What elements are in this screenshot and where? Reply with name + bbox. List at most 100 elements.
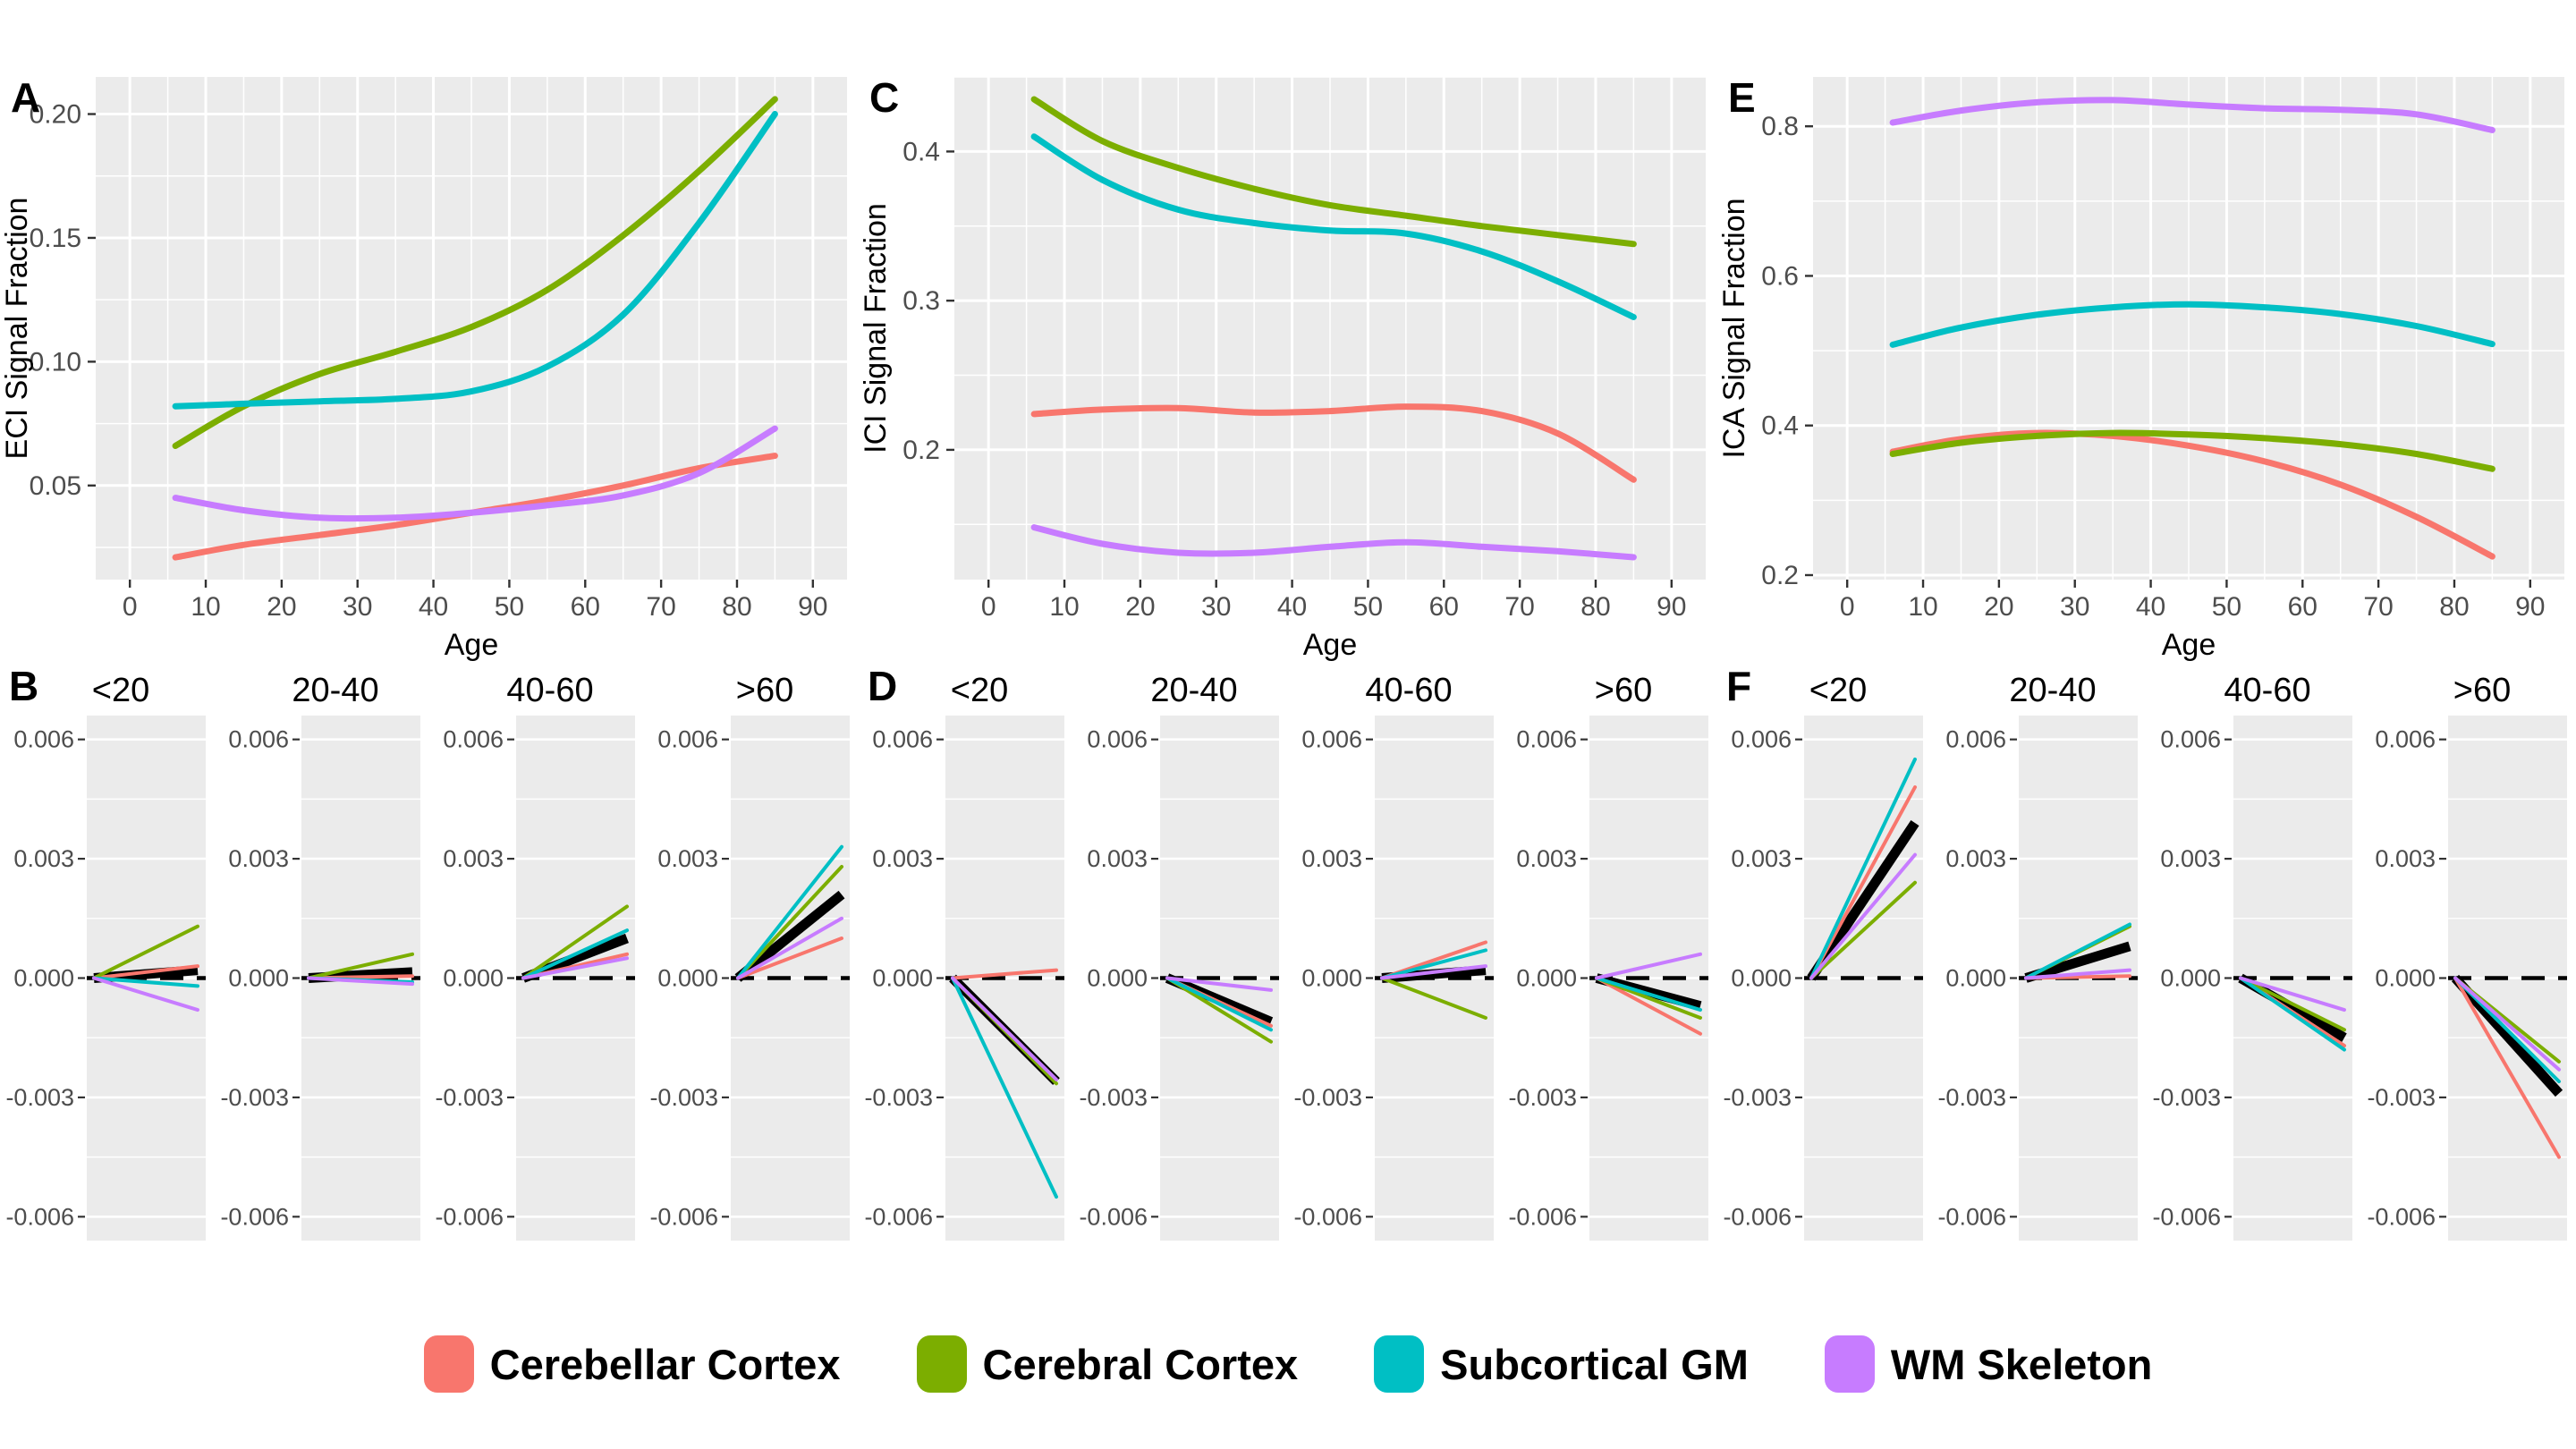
slope-lines bbox=[1809, 757, 1917, 980]
axis-tick-marks bbox=[1580, 738, 1588, 1218]
slope-lines bbox=[307, 952, 414, 987]
x-tick-label: 10 bbox=[191, 592, 220, 622]
y-tick-label: 0.20 bbox=[30, 100, 81, 130]
facet-20-40: 20-400.006 0.003 0.000 -0.003 -0.006 bbox=[1937, 672, 2138, 1241]
y-tick-labels: 0.006 0.003 0.000 -0.003 -0.006 bbox=[1508, 726, 1577, 1231]
y-tick-label: 0.4 bbox=[902, 137, 940, 166]
y-tick-label: 0.006 bbox=[1516, 726, 1577, 753]
slope-line-subcortical-gm bbox=[951, 976, 1058, 1199]
y-tick-labels: 0.006 0.003 0.000 -0.003 -0.006 bbox=[1079, 726, 1148, 1231]
y-tick-label: 0.000 bbox=[2375, 965, 2436, 992]
slope-line-subcortical-gm bbox=[2024, 922, 2131, 980]
y-tick-label: 0.003 bbox=[228, 845, 289, 872]
series-lines bbox=[1030, 96, 1637, 561]
y-tick-labels: 0.006 0.003 0.000 -0.003 -0.006 bbox=[1937, 726, 2006, 1231]
slope-line-cerebellar-cortex bbox=[736, 936, 843, 980]
major-gridlines bbox=[1804, 738, 1923, 1218]
facet->60: >60 0.006 0.003 0.000 -0.003 -0.006 bbox=[2367, 672, 2567, 1241]
minor-gridlines bbox=[1589, 798, 1708, 1158]
x-tick-labels: 0 10 20 30 40 50 60 70 80 90 bbox=[123, 592, 828, 622]
y-tick-label: -0.003 bbox=[864, 1084, 933, 1111]
slope-line-wm-skeleton bbox=[2453, 976, 2561, 1072]
y-tick-labels: 0.006 0.003 0.000 -0.003 -0.006 bbox=[5, 726, 74, 1231]
facet-header: <20 bbox=[951, 672, 1008, 709]
y-tick-labels: 0.006 0.003 0.000 -0.003 -0.006 bbox=[2152, 726, 2221, 1231]
x-tick-label: 90 bbox=[1657, 592, 1686, 622]
slope-line-cerebellar-cortex bbox=[92, 964, 199, 980]
facet->60: >60 0.006 0.003 0.000 -0.003 -0.006 bbox=[1508, 672, 1708, 1241]
panel-D-chart: <200.0060.0030.000-0.003-0.00620-400.006… bbox=[864, 672, 1708, 1241]
axis-tick-marks bbox=[1795, 738, 1802, 1218]
minor-gridlines bbox=[301, 798, 420, 1158]
x-tick-label: 0 bbox=[981, 592, 996, 622]
y-tick-label: 0.003 bbox=[2375, 845, 2436, 872]
series-line-subcortical-gm bbox=[172, 111, 778, 410]
legend-item-wm-skeleton: WM Skeleton bbox=[1824, 1335, 2152, 1393]
slope-lines bbox=[736, 844, 843, 980]
y-axis-title: ECI Signal Fraction bbox=[0, 198, 34, 460]
slope-line-wm-skeleton bbox=[92, 976, 199, 1013]
minor-gridlines bbox=[954, 76, 1706, 580]
axis-tick-marks bbox=[2010, 738, 2017, 1218]
minor-gridlines bbox=[87, 798, 206, 1158]
slope-line-subcortical-gm bbox=[1809, 757, 1917, 980]
x-tick-label: 40 bbox=[419, 592, 448, 622]
facet-20-40: 20-400.006 0.003 0.000 -0.003 -0.006 bbox=[220, 672, 420, 1241]
major-gridlines bbox=[954, 77, 1706, 580]
y-tick-labels: 0.05 0.10 0.15 0.20 bbox=[30, 100, 81, 501]
axis-tick-marks bbox=[2439, 738, 2446, 1218]
series-line-wm-skeleton bbox=[1889, 97, 2496, 133]
axis-tick-marks bbox=[88, 113, 815, 588]
y-tick-label: -0.006 bbox=[2367, 1203, 2436, 1230]
y-tick-label: 0.003 bbox=[13, 845, 74, 872]
panel-label-D: D bbox=[868, 663, 898, 709]
panel-label-A: A bbox=[11, 74, 41, 121]
y-tick-label: -0.003 bbox=[435, 1084, 504, 1111]
y-tick-label: -0.003 bbox=[5, 1084, 74, 1111]
panel-A: A 0 10 20 30 40 50 60 70 80 90 0.05 0.10 0.15 0.20 Age… bbox=[0, 36, 859, 666]
minor-gridlines bbox=[516, 798, 635, 1158]
facet-header: 40-60 bbox=[2224, 672, 2310, 709]
y-tick-label: 0.2 bbox=[902, 436, 940, 465]
slope-lines bbox=[521, 904, 629, 980]
y-tick-label: -0.006 bbox=[1293, 1203, 1362, 1230]
y-tick-label: 0.006 bbox=[1087, 726, 1148, 753]
panel-label-C: C bbox=[869, 74, 900, 121]
legend-item-subcortical-gm: Subcortical GM bbox=[1374, 1335, 1749, 1393]
x-tick-label: 80 bbox=[1580, 592, 1610, 622]
x-tick-labels: 0 10 20 30 40 50 60 70 80 90 bbox=[981, 592, 1687, 622]
y-tick-label: 0.000 bbox=[872, 965, 933, 992]
x-tick-label: 70 bbox=[646, 592, 675, 622]
legend-key-swatch-subcortical-gm bbox=[1374, 1335, 1425, 1393]
axis-tick-marks bbox=[1151, 738, 1158, 1218]
series-line-subcortical-gm bbox=[1030, 133, 1637, 320]
y-tick-label: 0.000 bbox=[1731, 965, 1792, 992]
y-tick-labels: 0.2 0.3 0.4 bbox=[902, 137, 940, 465]
minor-gridlines bbox=[1804, 798, 1923, 1158]
panel-F: F <20 0.006 0.003 0.000 -0.003 -0.006 20-40 0.0… bbox=[1717, 662, 2576, 1279]
x-tick-label: 0 bbox=[123, 592, 138, 622]
slope-line-wm-skeleton bbox=[1595, 952, 1702, 980]
series-line-subcortical-gm bbox=[1889, 301, 2496, 348]
y-tick-label: 0.3 bbox=[902, 286, 940, 316]
slope-line-subcortical-gm bbox=[92, 976, 199, 988]
slope-line-subcortical-gm bbox=[736, 844, 843, 980]
slope-line-cerebellar-cortex bbox=[1809, 785, 1917, 980]
legend-label: Cerebral Cortex bbox=[982, 1340, 1299, 1388]
slope-lines bbox=[1165, 976, 1273, 1044]
x-tick-label: 20 bbox=[267, 592, 296, 622]
top-panel-row: A 0 10 20 30 40 50 60 70 80 90 0.05 0.10 0.15 0.20 Age… bbox=[0, 36, 2576, 666]
x-axis-title: Age bbox=[2162, 628, 2216, 662]
y-tick-labels: 0.006 0.003 0.000 -0.003 -0.006 bbox=[864, 726, 933, 1231]
x-tick-label: 70 bbox=[1504, 592, 1534, 622]
x-tick-label: 40 bbox=[2136, 592, 2165, 622]
y-tick-label: 0.003 bbox=[1945, 845, 2006, 872]
slope-line-wm-skeleton bbox=[1380, 964, 1487, 980]
axis-tick-marks bbox=[946, 150, 1674, 588]
y-tick-label: 0.000 bbox=[657, 965, 718, 992]
y-tick-label: 0.000 bbox=[228, 965, 289, 992]
legend-item-cerebral-cortex: Cerebral Cortex bbox=[916, 1335, 1299, 1393]
y-tick-label: 0.000 bbox=[1516, 965, 1577, 992]
x-tick-label: 30 bbox=[343, 592, 372, 622]
slope-line-wm-skeleton bbox=[2239, 976, 2346, 1013]
